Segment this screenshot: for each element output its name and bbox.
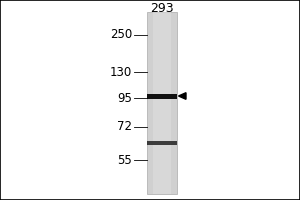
Bar: [153, 12, 171, 194]
Bar: [147, 12, 177, 194]
Text: 55: 55: [117, 154, 132, 166]
Text: 95: 95: [117, 92, 132, 104]
Polygon shape: [178, 93, 186, 99]
Text: 293: 293: [150, 2, 174, 16]
Text: 72: 72: [117, 120, 132, 134]
Text: 130: 130: [110, 66, 132, 78]
Bar: [147, 94, 177, 98]
Bar: [147, 141, 177, 145]
Text: 250: 250: [110, 28, 132, 42]
